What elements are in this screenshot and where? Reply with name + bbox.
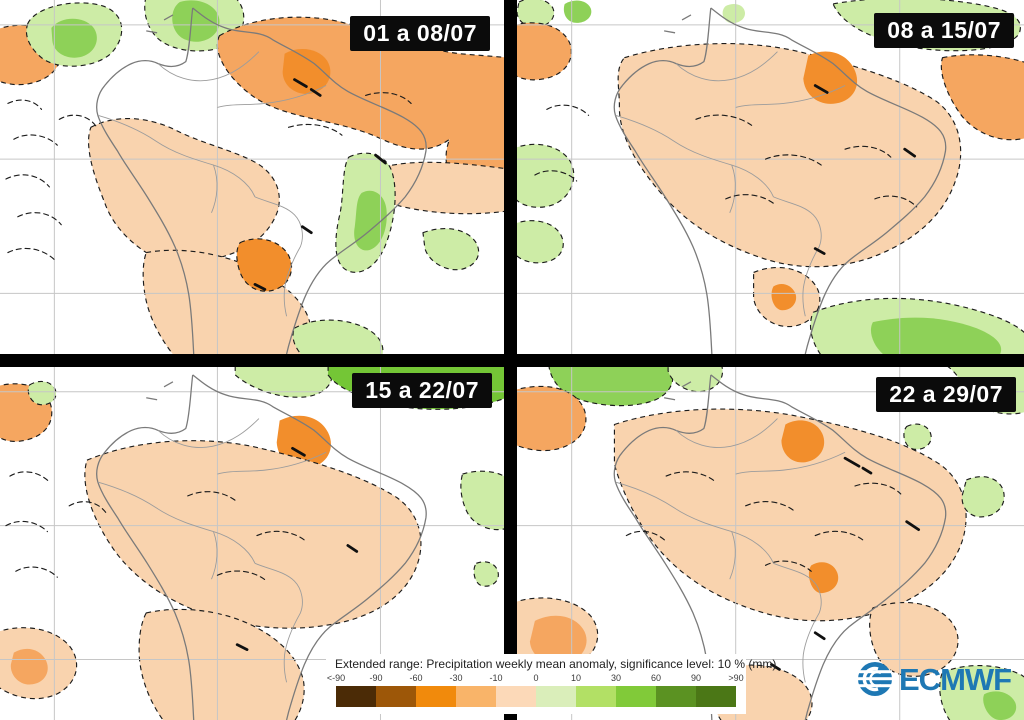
precipitation-map-week2 [517,0,1024,354]
legend-color-cell [496,686,536,707]
legend-color-cell [696,686,736,707]
legend-tick: 10 [570,673,582,683]
legend-tick: 30 [610,673,622,683]
legend-color-cell [536,686,576,707]
ecmwf-logo: ECMWF [856,660,1012,698]
legend-color-cell [376,686,416,707]
legend-tick: 0 [533,673,539,683]
legend-tick: -10 [489,673,503,683]
date-range-label-week4: 22 a 29/07 [876,377,1016,412]
legend-color-cell [416,686,456,707]
date-range-label-week2: 08 a 15/07 [874,13,1014,48]
legend-color-cell [336,686,376,707]
map-panel-week3: 15 a 22/07 [0,367,504,720]
date-range-label-week3: 15 a 22/07 [352,373,492,408]
map-panel-week2: 08 a 15/07 [517,0,1024,354]
legend-tick: 90 [690,673,702,683]
date-range-label-week1: 01 a 08/07 [350,16,490,51]
legend-tick: -60 [409,673,423,683]
legend-tick: <-90 [326,673,346,683]
legend-color-cell [456,686,496,707]
ecmwf-globe-icon [858,662,892,696]
legend-title: Extended range: Precipitation weekly mea… [335,657,777,671]
legend-ticks: <-90 -90 -60 -30 -10 0 10 30 60 90 >90 [327,673,744,685]
map-panel-week1: 01 a 08/07 [0,0,504,354]
legend-color-cell [576,686,616,707]
ecmwf-logo-text: ECMWF [899,661,1012,697]
legend: Extended range: Precipitation weekly mea… [326,654,777,714]
precipitation-map-week4 [517,367,1024,720]
legend-tick: >90 [728,673,744,683]
legend-color-cell [616,686,656,707]
legend-tick: -30 [449,673,463,683]
legend-tick: 60 [650,673,662,683]
legend-tick: -90 [369,673,383,683]
legend-color-cell [656,686,696,707]
precipitation-map-week1 [0,0,504,354]
legend-colorbar [336,686,736,707]
